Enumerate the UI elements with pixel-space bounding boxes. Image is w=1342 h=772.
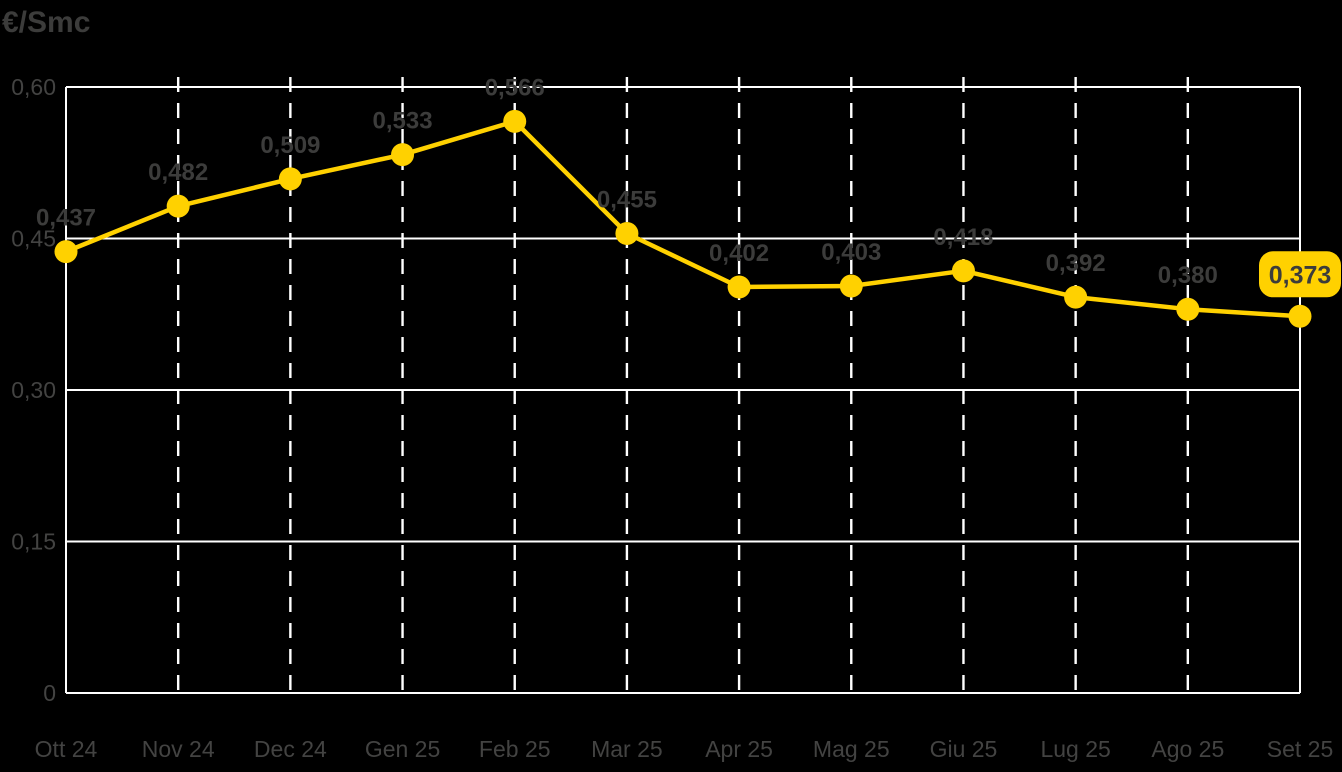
x-axis-tick-label: Apr 25 (705, 736, 773, 762)
x-axis-tick-label: Set 25 (1267, 736, 1334, 762)
value-label: 0,418 (933, 224, 993, 251)
data-point (615, 221, 639, 245)
y-axis-tick-label: 0,15 (11, 529, 56, 555)
x-axis-tick-label: Mar 25 (591, 736, 663, 762)
data-point (166, 194, 190, 218)
value-label: 0,455 (597, 186, 657, 213)
y-axis-tick-label: 0,30 (11, 377, 56, 403)
value-label: 0,380 (1158, 262, 1218, 289)
value-label: 0,482 (148, 159, 208, 186)
data-point (1064, 285, 1088, 309)
x-axis-tick-label: Giu 25 (930, 736, 998, 762)
x-axis-tick-label: Ago 25 (1151, 736, 1224, 762)
value-label: 0,403 (821, 239, 881, 266)
data-point (1288, 304, 1312, 328)
chart-unit-title: €/Smc (2, 6, 91, 39)
y-axis-tick-label: 0,60 (11, 74, 56, 100)
x-axis-tick-label: Gen 25 (365, 736, 440, 762)
data-point (839, 274, 863, 298)
last-value-badge-text: 0,373 (1269, 261, 1332, 289)
value-label: 0,566 (485, 74, 545, 101)
x-axis-tick-label: Nov 24 (142, 736, 215, 762)
x-axis-tick-label: Lug 25 (1040, 736, 1110, 762)
x-axis-tick-label: Dec 24 (254, 736, 327, 762)
value-label: 0,533 (373, 108, 433, 135)
x-axis-tick-label: Mag 25 (813, 736, 890, 762)
data-point (951, 259, 975, 283)
x-axis-tick-label: Ott 24 (35, 736, 98, 762)
data-point (278, 167, 302, 191)
x-axis-tick-label: Feb 25 (479, 736, 551, 762)
value-label: 0,392 (1046, 250, 1106, 277)
last-value-badge (1259, 251, 1341, 298)
value-label: 0,402 (709, 240, 769, 267)
y-axis-tick-label: 0,45 (11, 226, 56, 252)
data-point (391, 143, 415, 167)
data-point (54, 240, 78, 264)
y-axis-tick-label: 0 (43, 680, 56, 706)
data-point (1176, 297, 1200, 321)
value-label: 0,437 (36, 205, 96, 232)
data-point (727, 275, 751, 299)
data-line (63, 119, 1303, 319)
data-point (503, 109, 527, 133)
value-label: 0,509 (260, 132, 320, 159)
